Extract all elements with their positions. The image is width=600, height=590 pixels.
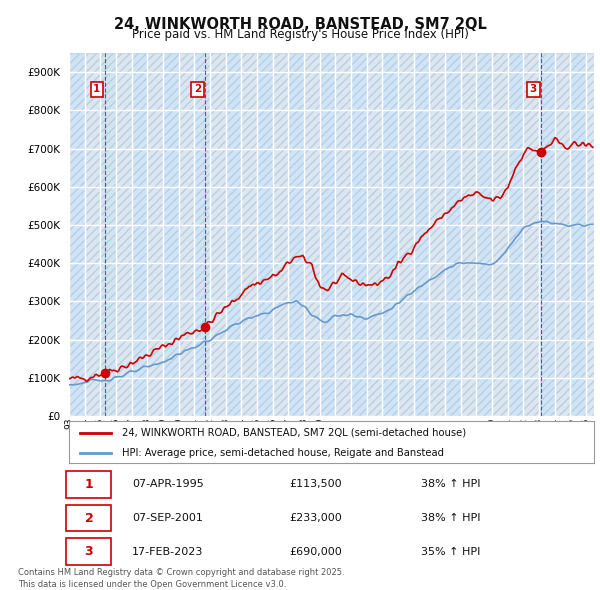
Bar [226, 53, 241, 416]
Text: 38% ↑ HPI: 38% ↑ HPI [421, 513, 480, 523]
Text: 1: 1 [93, 84, 100, 94]
Text: 2: 2 [85, 512, 94, 525]
Bar [320, 53, 335, 416]
FancyBboxPatch shape [67, 505, 111, 531]
Bar [289, 53, 304, 416]
Bar [445, 53, 461, 416]
Text: 1: 1 [85, 478, 94, 491]
Text: 07-APR-1995: 07-APR-1995 [132, 480, 204, 489]
Bar [69, 53, 85, 416]
Bar [351, 53, 367, 416]
Bar [100, 53, 116, 416]
Bar [508, 53, 523, 416]
Text: 35% ↑ HPI: 35% ↑ HPI [421, 547, 480, 556]
Text: 3: 3 [530, 84, 537, 94]
Bar [131, 53, 148, 416]
Bar [571, 53, 586, 416]
Text: 17-FEB-2023: 17-FEB-2023 [132, 547, 203, 556]
Text: Contains HM Land Registry data © Crown copyright and database right 2025.
This d: Contains HM Land Registry data © Crown c… [18, 568, 344, 589]
Text: 24, WINKWORTH ROAD, BANSTEAD, SM7 2QL: 24, WINKWORTH ROAD, BANSTEAD, SM7 2QL [113, 17, 487, 31]
Text: HPI: Average price, semi-detached house, Reigate and Banstead: HPI: Average price, semi-detached house,… [121, 448, 443, 457]
Bar [257, 53, 273, 416]
Bar [539, 53, 555, 416]
Text: £690,000: £690,000 [290, 547, 342, 556]
FancyBboxPatch shape [67, 471, 111, 497]
Text: 2: 2 [194, 84, 201, 94]
Bar [163, 53, 179, 416]
Bar [476, 53, 492, 416]
Text: Price paid vs. HM Land Registry's House Price Index (HPI): Price paid vs. HM Land Registry's House … [131, 28, 469, 41]
Text: £113,500: £113,500 [290, 480, 342, 489]
FancyBboxPatch shape [67, 539, 111, 565]
Bar [194, 53, 210, 416]
Text: 07-SEP-2001: 07-SEP-2001 [132, 513, 203, 523]
Text: 3: 3 [85, 545, 93, 558]
Bar [414, 53, 430, 416]
Text: £233,000: £233,000 [290, 513, 342, 523]
Text: 24, WINKWORTH ROAD, BANSTEAD, SM7 2QL (semi-detached house): 24, WINKWORTH ROAD, BANSTEAD, SM7 2QL (s… [121, 428, 466, 438]
Bar [382, 53, 398, 416]
Text: 38% ↑ HPI: 38% ↑ HPI [421, 480, 480, 489]
